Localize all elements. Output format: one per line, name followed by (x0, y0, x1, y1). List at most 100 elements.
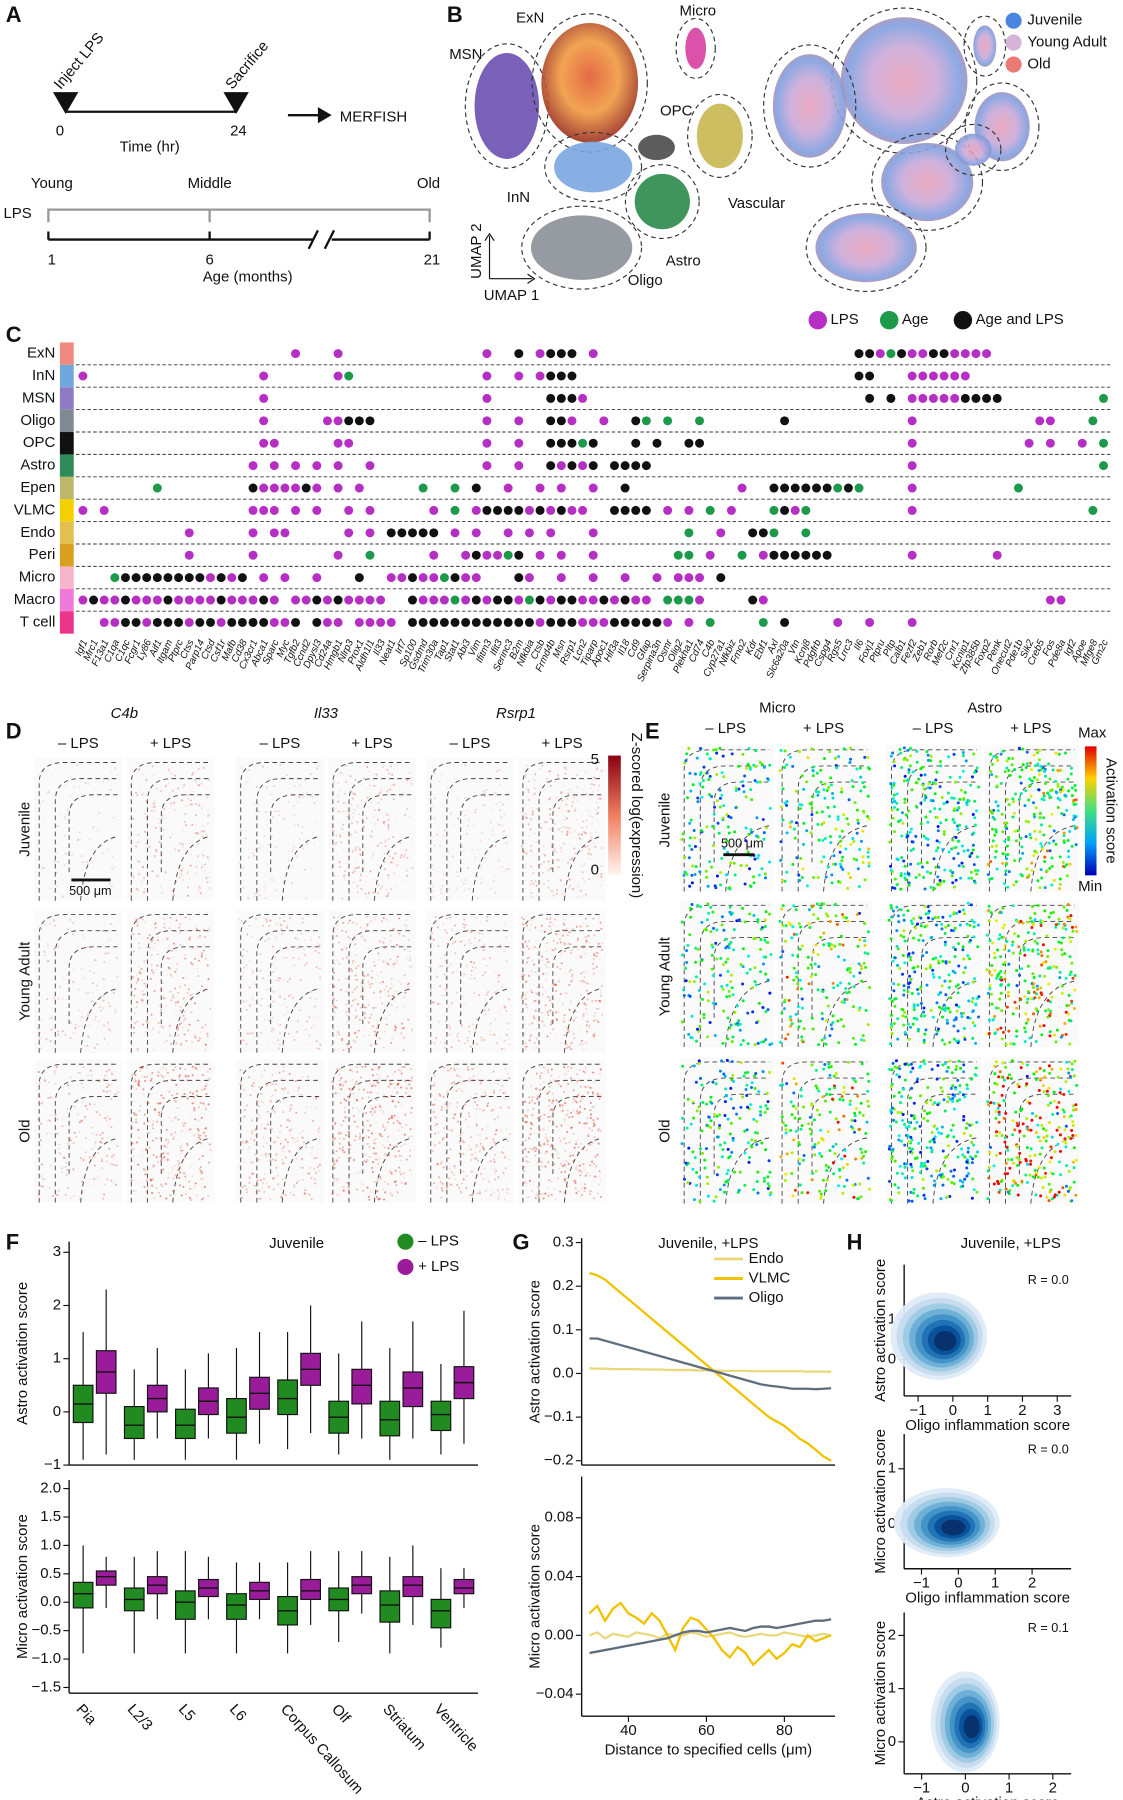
expression-dot (402, 880, 405, 883)
expression-dot (171, 1094, 174, 1097)
expression-dot (384, 993, 387, 996)
expression-dot (370, 920, 373, 923)
expression-dot (161, 1103, 163, 1105)
expression-dot (573, 1017, 577, 1021)
expression-dot (368, 1198, 371, 1201)
expression-dot (397, 1069, 400, 1072)
expression-dot (348, 929, 351, 933)
expression-dot (185, 805, 188, 808)
expression-dot (82, 977, 85, 980)
expression-dot (255, 785, 259, 788)
expression-dot (250, 1130, 254, 1133)
expression-dot (432, 938, 435, 941)
axis-label: Time (hr) (120, 138, 180, 155)
expression-dot (393, 1114, 396, 1117)
expression-dot (433, 1042, 436, 1045)
expression-dot (384, 840, 387, 843)
expression-dot (497, 1176, 500, 1179)
expression-dot (574, 1166, 578, 1169)
expression-dot (522, 1082, 525, 1085)
expression-dot (461, 1140, 464, 1143)
expression-dot (296, 994, 300, 997)
dot (546, 349, 556, 359)
expression-dot (407, 1018, 410, 1021)
dot (1045, 416, 1055, 426)
expression-dot (475, 861, 477, 863)
expression-dot (143, 1079, 147, 1083)
expression-dot (437, 825, 439, 827)
expression-dot (332, 930, 335, 933)
dot (248, 461, 258, 471)
expression-dot (384, 1191, 387, 1194)
expression-dot (381, 1123, 384, 1126)
expression-dot (347, 1141, 350, 1144)
expression-dot (178, 876, 181, 879)
tissue-bg (236, 909, 324, 1053)
expression-dot (163, 926, 166, 929)
dot (801, 550, 811, 560)
expression-dot (385, 1139, 388, 1143)
expression-dot (391, 928, 395, 931)
expression-dot (537, 830, 540, 833)
cluster-label: Oligo (628, 272, 663, 289)
expression-dot (374, 1109, 377, 1112)
expression-dot (283, 978, 286, 981)
expression-dot (93, 972, 96, 975)
expression-dot (539, 929, 542, 932)
expression-dot (297, 1179, 300, 1182)
dot (450, 528, 460, 538)
expression-dot (398, 917, 401, 920)
expression-dot (37, 1027, 40, 1030)
expression-dot (505, 1009, 508, 1012)
expression-dot (366, 925, 369, 928)
dot (142, 595, 152, 605)
expression-dot (55, 884, 58, 888)
expression-dot (548, 808, 551, 811)
dot (471, 617, 481, 627)
expression-dot (538, 1088, 542, 1091)
expression-dot (405, 1087, 408, 1090)
expression-dot (363, 1016, 366, 1019)
expression-dot (447, 1163, 450, 1166)
expression-dot (284, 1087, 287, 1090)
expression-dot (489, 821, 492, 824)
expression-dot (400, 1072, 403, 1075)
expression-dot (492, 1067, 495, 1070)
expression-dot (313, 843, 316, 846)
expression-dot (160, 1145, 163, 1148)
expression-dot (410, 1111, 413, 1114)
expression-dot (351, 811, 355, 814)
expression-dot (443, 954, 446, 957)
expression-dot (179, 869, 182, 872)
expression-dot (53, 996, 56, 1000)
dot (599, 416, 609, 426)
expression-dot (596, 1153, 599, 1156)
expression-dot (435, 1164, 439, 1167)
expression-dot (331, 977, 334, 980)
expression-dot (104, 1183, 107, 1186)
expression-dot (279, 763, 282, 767)
row-color (59, 387, 74, 410)
expression-dot (508, 867, 511, 871)
expression-dot (247, 768, 250, 771)
expression-dot (548, 1090, 551, 1093)
expression-dot (253, 802, 256, 805)
expression-dot (563, 1090, 566, 1094)
expression-dot (333, 1011, 336, 1014)
expression-dot (338, 1033, 341, 1036)
dot (790, 483, 800, 493)
dot (535, 617, 545, 627)
expression-dot (186, 991, 189, 995)
dot (684, 505, 694, 515)
expression-dot (342, 823, 345, 826)
expression-dot (363, 975, 366, 978)
expression-dot (583, 1071, 587, 1074)
expression-dot (377, 952, 380, 955)
expression-dot (476, 1097, 479, 1100)
expression-dot (393, 1099, 396, 1102)
expression-dot (62, 1156, 65, 1159)
expression-dot (152, 1120, 155, 1123)
expression-dot (525, 786, 528, 789)
expression-dot (274, 1089, 277, 1092)
expression-dot (112, 991, 115, 994)
